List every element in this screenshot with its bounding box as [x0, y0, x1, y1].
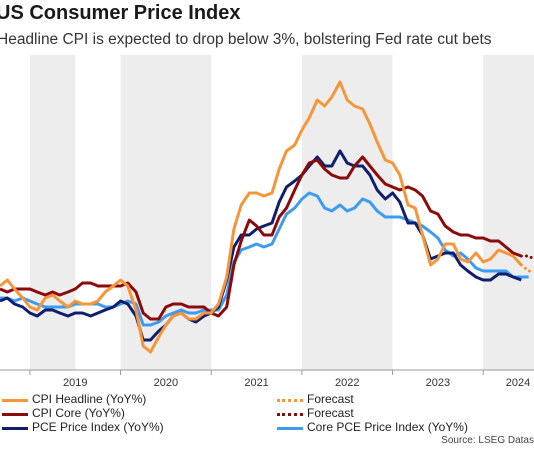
series-lines [0, 80, 534, 354]
legend-label-forecast-core: Forecast [307, 406, 354, 420]
x-tick-label-2021: 2021 [244, 377, 268, 389]
x-axis: 2019 2020 2021 2022 2023 2024 [0, 369, 534, 389]
chart-subtitle: Headline CPI is expected to drop below 3… [0, 31, 492, 48]
source-note: Source: LSEG Datas [441, 435, 534, 446]
legend-swatch-core-pce [277, 427, 303, 430]
legend-swatch-forecast-headline [277, 399, 303, 402]
legend-label-cpi-core: CPI Core (YoY%) [32, 406, 125, 420]
shaded-band-0 [29, 55, 76, 370]
series-line-5 [519, 254, 534, 261]
legend-label-forecast-headline: Forecast [307, 392, 354, 406]
legend-label-core-pce: Core PCE Price Index (YoY%) [307, 420, 468, 434]
x-tick-label-2022: 2022 [335, 377, 359, 389]
chart-title: US Consumer Price Index [0, 2, 241, 24]
legend-label-pce: PCE Price Index (YoY%) [32, 420, 164, 434]
shaded-band-3 [483, 55, 534, 370]
series-line-2 [0, 149, 522, 342]
x-tick-label-2020: 2020 [154, 377, 178, 389]
legend: CPI Headline (YoY%) CPI Core (YoY%) PCE … [0, 391, 534, 435]
series-line-0 [0, 80, 523, 354]
x-tick-label-2024: 2024 [506, 377, 530, 389]
x-tick-label-2023: 2023 [426, 377, 450, 389]
legend-swatch-cpi-core [2, 413, 28, 416]
legend-label-cpi-headline: CPI Headline (YoY%) [32, 392, 147, 406]
legend-swatch-forecast-core [277, 413, 303, 416]
legend-swatch-pce [2, 427, 28, 430]
series-line-3 [0, 191, 529, 327]
series-line-1 [0, 155, 522, 321]
series-line-4 [519, 263, 534, 273]
legend-swatch-cpi-headline [2, 399, 28, 402]
x-tick-label-2019: 2019 [63, 377, 87, 389]
